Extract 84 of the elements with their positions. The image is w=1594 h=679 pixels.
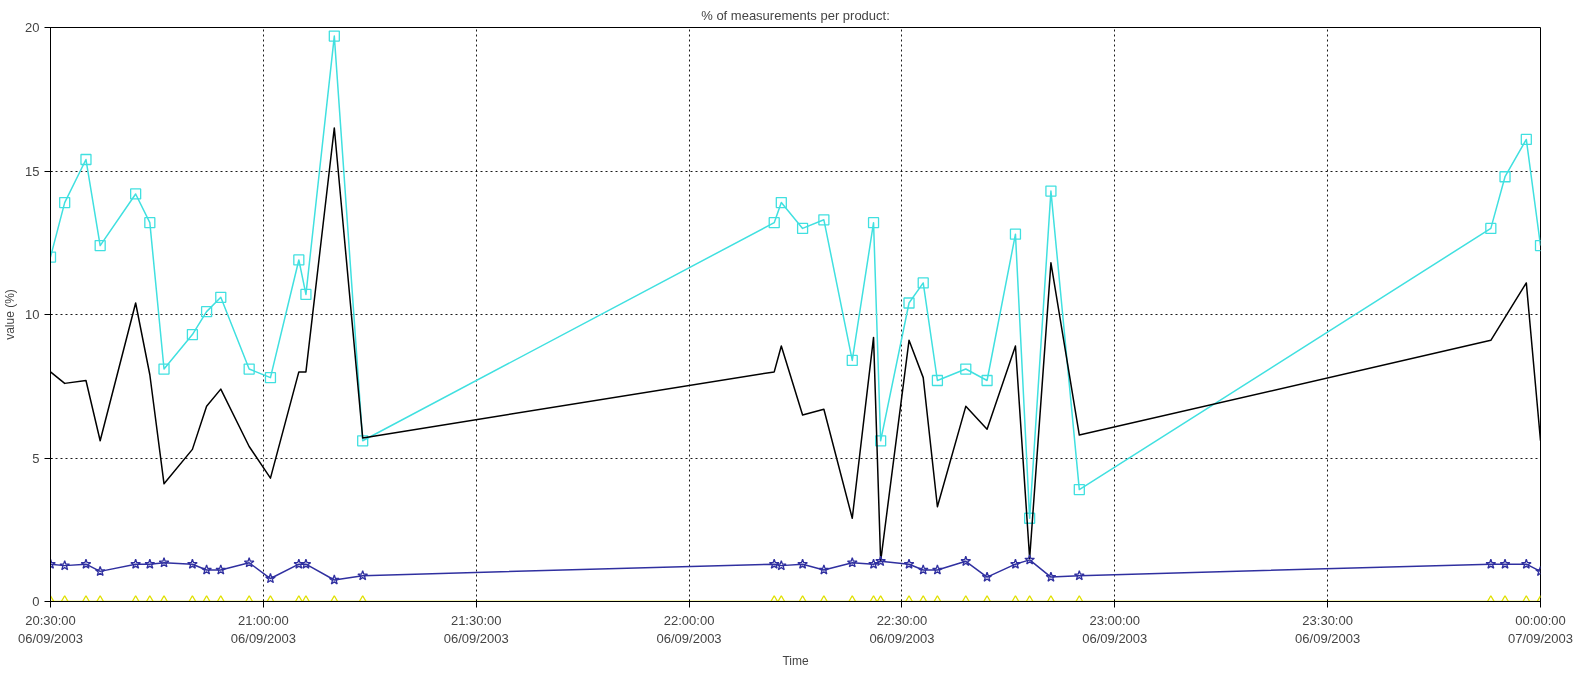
point [1520, 133, 1532, 146]
point [768, 558, 780, 569]
point [293, 254, 305, 266]
point [917, 277, 929, 289]
point [80, 153, 92, 166]
point [186, 328, 199, 341]
point [328, 30, 340, 42]
point [200, 305, 213, 318]
x-tick-label: 20:30:00 06/09/2003 [17, 612, 84, 646]
point [1499, 171, 1511, 183]
point [129, 188, 142, 200]
point [300, 288, 312, 301]
y-tick-label: 10 [25, 307, 40, 322]
point [874, 435, 887, 447]
point [187, 558, 198, 569]
x-tick-label: 22:30:00 06/09/2003 [869, 612, 935, 646]
point [265, 572, 276, 584]
point [768, 217, 780, 229]
point [1520, 558, 1532, 569]
point [80, 558, 92, 569]
point [981, 571, 993, 582]
point [264, 371, 277, 384]
point [94, 565, 106, 577]
point [818, 214, 830, 226]
y-tick-label: 0 [32, 594, 40, 609]
y-tick-label: 20 [25, 20, 40, 35]
y-tick-label: 5 [32, 450, 40, 466]
point [158, 363, 170, 375]
point [960, 555, 972, 567]
point [960, 363, 972, 375]
y-axis-title: value (%) [3, 289, 18, 340]
point [846, 354, 858, 367]
point [981, 374, 993, 387]
point [903, 297, 915, 309]
point [917, 564, 929, 575]
point [1045, 571, 1057, 582]
point [797, 558, 808, 569]
point [130, 558, 142, 569]
point [158, 557, 170, 568]
chart-title: % of measurements per product: [701, 7, 890, 23]
point [1009, 228, 1022, 240]
point [1485, 222, 1497, 235]
point [1023, 512, 1036, 524]
point [796, 222, 809, 235]
point [1024, 554, 1036, 565]
point [868, 558, 879, 569]
point [903, 558, 915, 569]
point [932, 564, 943, 575]
point [357, 435, 369, 447]
point [931, 374, 944, 387]
point [144, 217, 156, 229]
point [94, 239, 106, 252]
point [243, 363, 255, 375]
point [201, 564, 212, 575]
point [775, 559, 787, 571]
point [215, 291, 227, 303]
point [1499, 558, 1511, 569]
point [293, 558, 305, 569]
point [1010, 558, 1021, 569]
point [1073, 570, 1085, 581]
point [300, 558, 312, 569]
point [59, 559, 71, 571]
point [328, 574, 340, 585]
point [243, 557, 255, 568]
point [357, 570, 369, 581]
point [818, 564, 830, 575]
point [775, 196, 787, 209]
x-tick-label: 22:00:00 06/09/2003 [656, 612, 722, 646]
y-tick-label: 15 [25, 163, 40, 179]
x-tick-label: 21:00:00 06/09/2003 [230, 612, 296, 646]
point [144, 558, 156, 569]
x-axis-title: Time [782, 653, 809, 668]
point [215, 564, 227, 575]
point [867, 217, 880, 229]
x-tick-label: 21:30:00 06/09/2003 [443, 612, 509, 646]
x-tick-label: 00:00:00 07/09/2003 [1507, 612, 1574, 646]
x-tick-label: 23:30:00 06/09/2003 [1295, 612, 1361, 646]
point [1073, 483, 1085, 496]
point [846, 557, 858, 568]
point [1485, 558, 1497, 569]
point [59, 196, 71, 209]
point [1045, 185, 1057, 197]
x-tick-label: 23:00:00 06/09/2003 [1082, 612, 1148, 646]
point [875, 555, 887, 567]
